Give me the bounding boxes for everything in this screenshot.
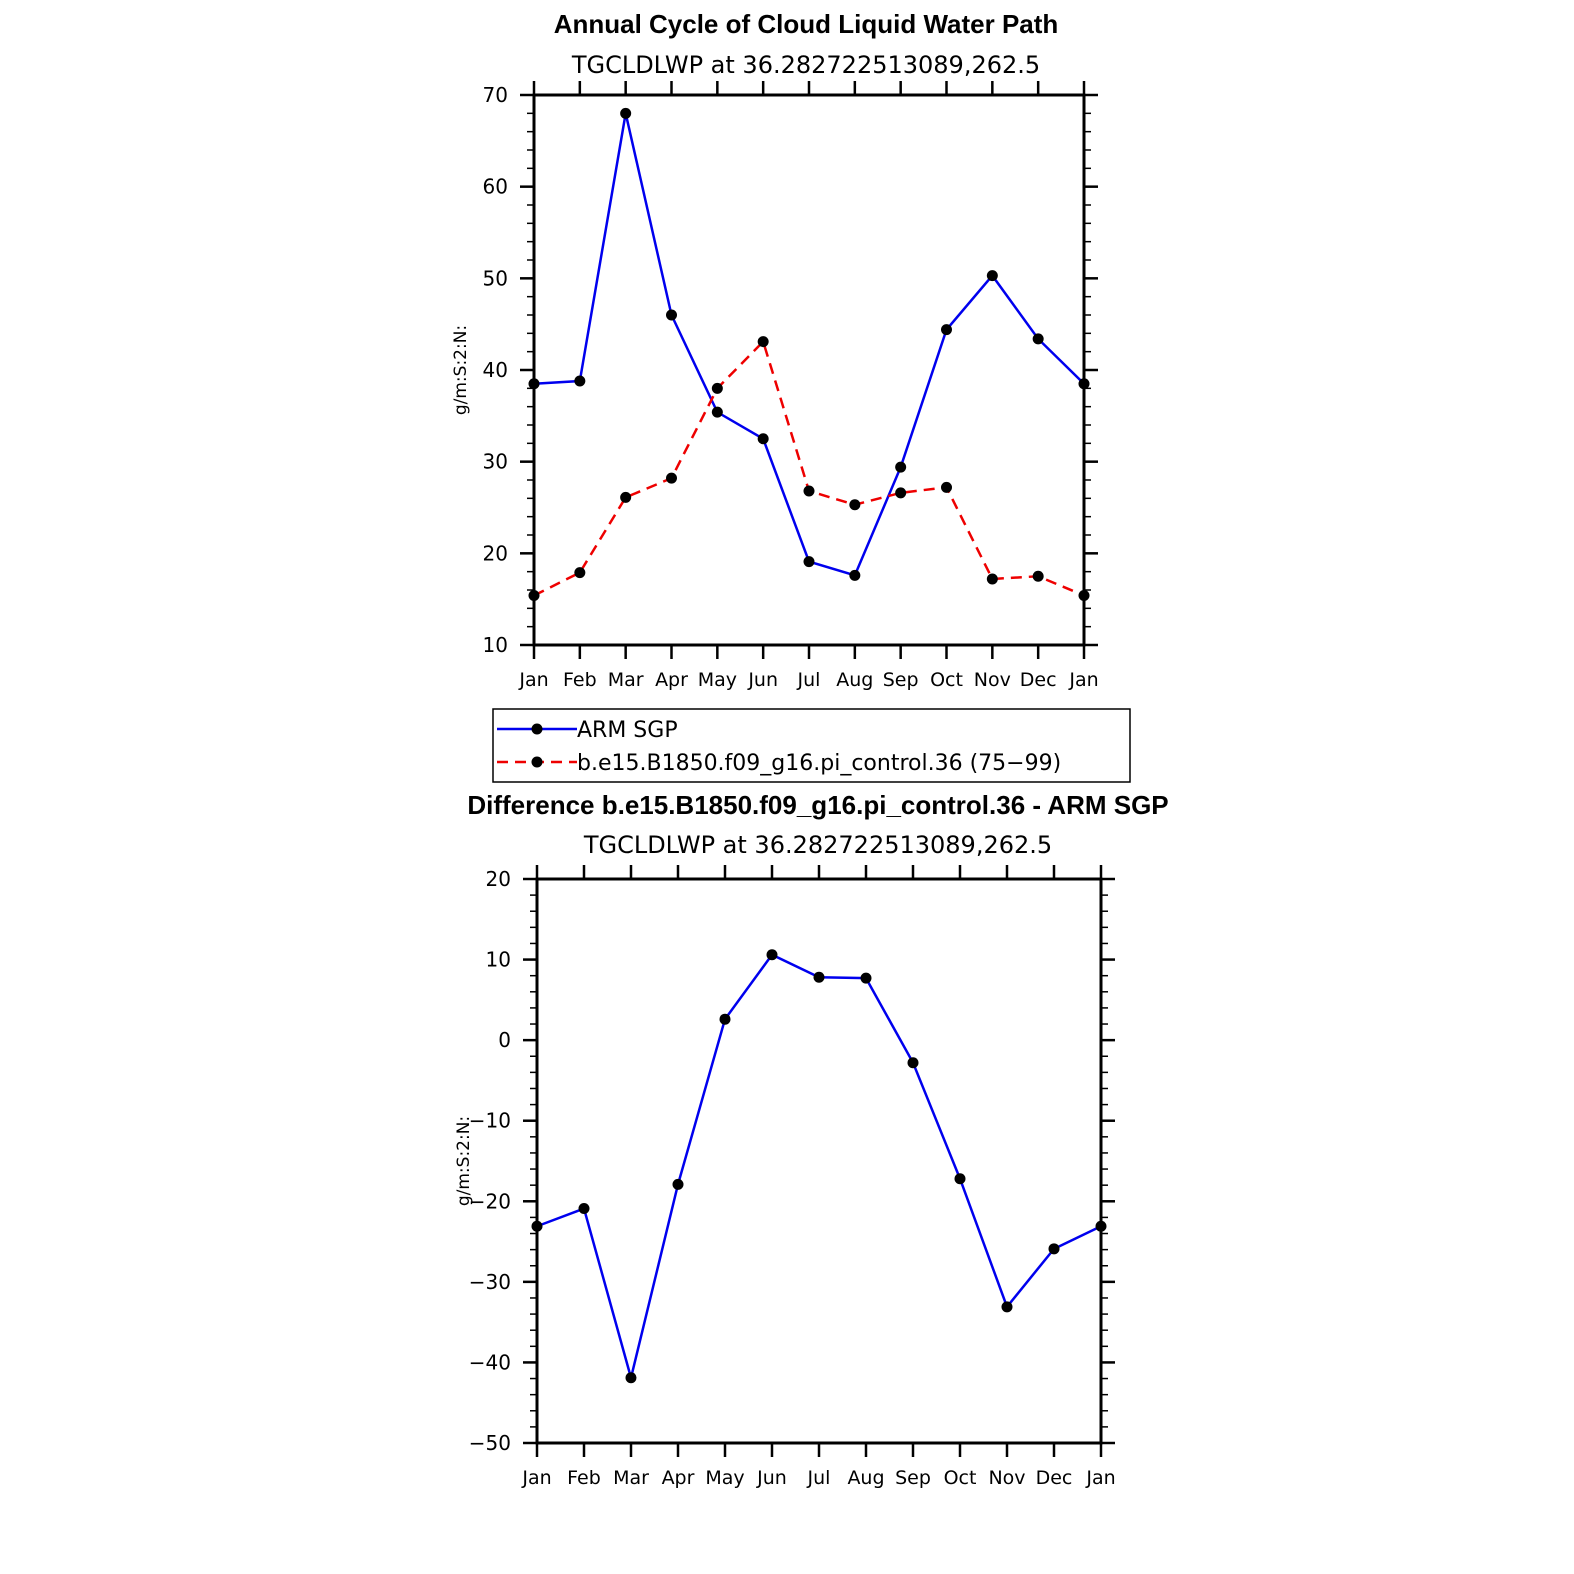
legend-label-1: b.e15.B1850.f09_g16.pi_control.36 (75−99…: [577, 751, 1061, 776]
chart0-series-1-point: [620, 491, 632, 503]
chart1-xtick-label: Jul: [807, 1467, 831, 1489]
chart0-series-0-point: [986, 270, 998, 282]
chart0-ytick-label: 70: [483, 83, 508, 107]
chart0-series-1-point: [895, 487, 907, 499]
legend: ARM SGP b.e15.B1850.f09_g16.pi_control.36…: [492, 708, 1131, 783]
chart0-series-0-point: [620, 107, 632, 119]
chart1-xtick-label: Dec: [1036, 1467, 1073, 1489]
chart0-ytick-label: 10: [483, 633, 508, 657]
chart0-ytick-label: 50: [483, 266, 508, 290]
chart0-xtick-label: Apr: [655, 669, 688, 691]
chart1-series-0-point: [1001, 1301, 1013, 1313]
chart1-ytick-label: −20: [469, 1189, 511, 1213]
chart0-series-0-point: [757, 433, 769, 445]
chart0-series-1-point: [803, 485, 815, 497]
chart1-xtick-label: Nov: [988, 1467, 1025, 1489]
chart1-series-0-point: [954, 1173, 966, 1185]
chart1-xtick-label: Jan: [521, 1467, 551, 1489]
chart1-series-0-point: [625, 1372, 637, 1384]
bottom-chart-panel: −50 −40 −30 −20 −10 0 10 20 Jan Feb Mar Apr May Jun Ju…: [454, 865, 1116, 1489]
bottom-chart-title: Difference b.e15.B1850.f09_g16.pi_contro…: [467, 790, 1168, 820]
chart0-series-1-point: [941, 481, 952, 493]
chart1-plot-frame: [535, 877, 1103, 1445]
chart0-series-1-point: [711, 382, 723, 394]
chart0-xtick-label: Sep: [883, 669, 919, 691]
chart0-series-0-point: [849, 569, 861, 581]
chart1-ylabel: g/m:S:2:N:: [454, 1116, 474, 1206]
chart1-xtick-label: May: [705, 1467, 744, 1489]
chart0-series-1-point: [1032, 570, 1044, 582]
chart0-series-0-point: [666, 309, 677, 321]
chart0-ytick-label: 60: [483, 175, 508, 199]
chart1-series-0-point: [672, 1178, 684, 1190]
chart1-series-0-point: [860, 972, 872, 984]
chart1-xtick-label: Feb: [567, 1467, 601, 1489]
chart1-xtick-label: Mar: [613, 1467, 649, 1489]
chart0-xtick-label: Jan: [518, 669, 548, 691]
chart0-ylabel: g/m:S:2:N:: [451, 325, 471, 415]
chart1-ytick-label: −10: [469, 1109, 511, 1133]
chart0-series-1-point: [528, 590, 540, 601]
chart0-xtick-label: Jun: [747, 669, 778, 691]
chart1-series-0-point: [578, 1203, 590, 1215]
chart1-series-0-point: [719, 1013, 731, 1025]
chart1-series-0-point: [1048, 1243, 1060, 1255]
chart1-series-0-line: [536, 953, 1102, 1383]
chart0-series-0-point: [1078, 378, 1090, 390]
chart1-ytick-label: −50: [469, 1431, 511, 1455]
chart1-series-0-point: [531, 1220, 543, 1232]
chart1-xtick-label: Aug: [847, 1467, 884, 1489]
legend-marker-1: [531, 756, 543, 768]
chart0-xtick-label: Dec: [1020, 669, 1057, 691]
chart1-xtick-label: Jan: [1085, 1467, 1115, 1489]
chart0-series-0-point: [803, 556, 815, 568]
chart0-series-1-point: [666, 472, 677, 484]
chart0-ytick-label: 20: [483, 541, 508, 565]
chart0-series-0-point: [574, 375, 586, 387]
chart1-ytick-label: −30: [469, 1270, 511, 1294]
legend-marker-0: [531, 723, 543, 735]
chart1-series-0-point: [1095, 1220, 1107, 1232]
chart0-ytick-label: 30: [483, 450, 508, 474]
chart0-series-0-point: [941, 324, 952, 336]
chart0-xtick-label: Feb: [563, 669, 597, 691]
legend-label-0: ARM SGP: [577, 718, 678, 743]
chart0-series-0-point: [711, 406, 723, 418]
chart0-series-1-point: [1078, 590, 1090, 601]
chart1-series-0-point: [813, 971, 825, 983]
chart1-xtick-label: Sep: [895, 1467, 931, 1489]
chart0-series-1-point: [849, 499, 861, 511]
chart0-xtick-label: Aug: [836, 669, 873, 691]
legend-box: [492, 708, 1131, 783]
bottom-chart-subtitle: TGCLDLWP at 36.282722513089,262.5: [583, 831, 1052, 859]
top-chart-title: Annual Cycle of Cloud Liquid Water Path: [554, 9, 1059, 39]
chart0-series-0-point: [1032, 333, 1044, 345]
chart1-ytick-label: −40: [469, 1350, 511, 1374]
chart0-series-1-point: [574, 567, 586, 579]
chart0-series-0-point: [895, 461, 907, 473]
chart0-series-1-point: [986, 573, 998, 585]
chart1-ytick-label: 20: [486, 867, 511, 891]
chart0-xtick-label: Nov: [974, 669, 1011, 691]
chart0-series-0-line: [533, 113, 1085, 577]
chart1-xtick-label: Oct: [944, 1467, 977, 1489]
chart0-xtick-label: May: [698, 669, 737, 691]
chart0-ytick-label: 40: [483, 358, 508, 382]
chart0-xtick-label: Jan: [1068, 669, 1098, 691]
chart1-series-0-point: [766, 949, 778, 961]
top-chart-panel: 10 20 30 40 50 60 70 Jan Feb Mar Apr May Jun Jul Aug Se…: [451, 81, 1099, 691]
chart1-xtick-label: Jun: [756, 1467, 787, 1489]
chart0-series-1-point: [757, 336, 769, 348]
chart1-xtick-label: Apr: [662, 1467, 695, 1489]
chart0-series-0-point: [528, 378, 540, 390]
chart0-xtick-label: Mar: [608, 669, 644, 691]
chart0-xtick-label: Oct: [930, 669, 963, 691]
chart1-ytick-label: 10: [486, 948, 511, 972]
chart1-series-0-point: [907, 1057, 919, 1069]
chart1-ytick-label: 0: [498, 1028, 511, 1052]
top-chart-subtitle: TGCLDLWP at 36.282722513089,262.5: [571, 51, 1040, 79]
chart0-xtick-label: Jul: [797, 669, 821, 691]
